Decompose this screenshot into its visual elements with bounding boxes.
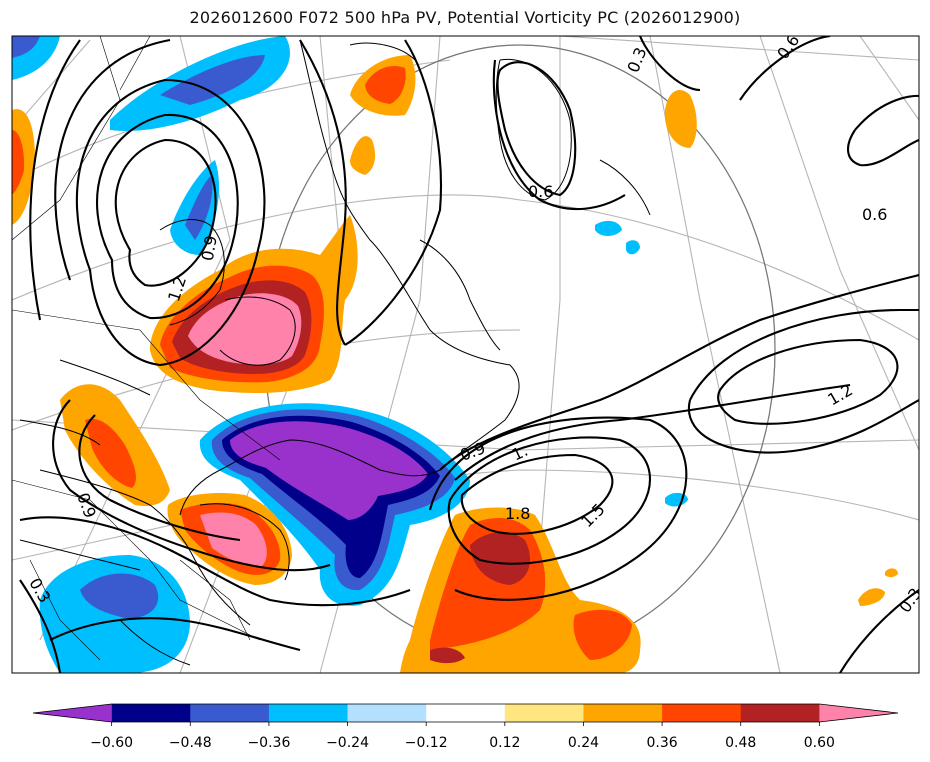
negative-pv-region-top-left	[110, 36, 290, 131]
contour-label: 0.6	[862, 205, 887, 224]
contour-label: 1.8	[505, 504, 530, 523]
positive-pv-region-west	[60, 384, 170, 507]
positive-pv-region-north	[350, 55, 416, 175]
map-frame	[11, 35, 920, 674]
positive-pv-region-greenland-east	[664, 90, 697, 148]
pv-contours	[19, 36, 919, 673]
positive-pv-region-atlantic	[400, 507, 641, 673]
negative-pv-region-southwest	[39, 555, 190, 673]
positive-pv-region-southeast	[858, 568, 898, 606]
positive-pv-region-left-edge	[12, 109, 35, 225]
contour-label: 0.9	[198, 234, 221, 262]
coastlines	[19, 39, 651, 666]
contour-label: 1.	[509, 441, 531, 465]
contour-label: 0.6	[528, 182, 553, 201]
negative-pv-region-labrador	[170, 160, 220, 255]
map-title: 2026012600 F072 500 hPa PV, Potential Vo…	[189, 8, 741, 27]
positive-pv-region-hudson	[150, 215, 358, 393]
political-boundaries	[12, 36, 281, 661]
negative-pv-region-main	[199, 403, 471, 606]
negative-pv-region-top-left-corner	[12, 36, 60, 80]
